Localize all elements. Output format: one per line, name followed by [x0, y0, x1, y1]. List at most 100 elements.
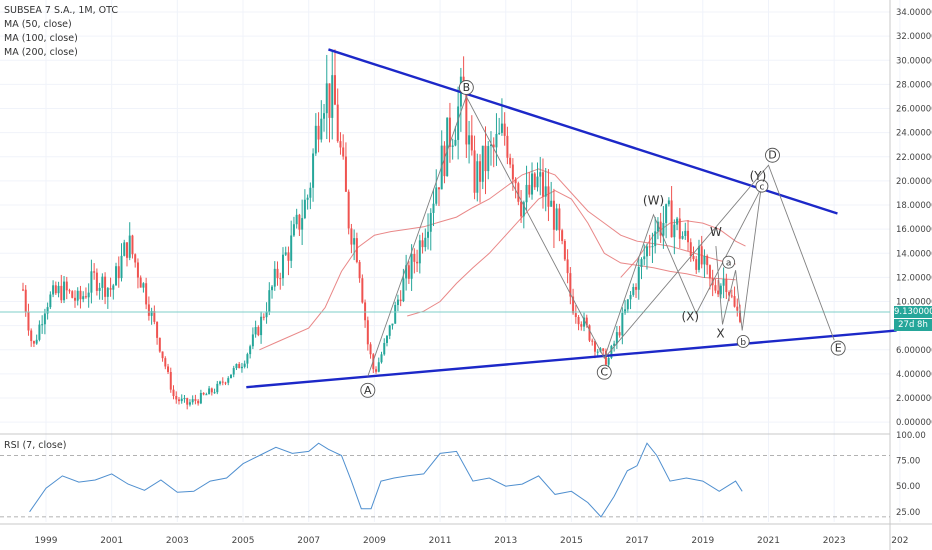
candle-body [692, 255, 695, 260]
candle-body [49, 294, 52, 308]
candle-body [643, 256, 646, 260]
candle-body [739, 310, 742, 322]
candle-body [213, 392, 216, 394]
candle-body [202, 392, 205, 395]
candle-body [76, 290, 79, 301]
candle-body [509, 157, 512, 165]
wave-path [367, 95, 835, 377]
candle-body [21, 289, 24, 291]
candle-body [432, 203, 435, 213]
candlesticks [21, 49, 742, 410]
candle-body [410, 253, 413, 279]
candle-body [339, 141, 342, 148]
countdown-badge: 27d 8h [894, 319, 932, 332]
candle-body [54, 285, 57, 294]
wave-circle [830, 340, 846, 356]
candle-body [117, 266, 120, 279]
wave-label: X [716, 326, 724, 340]
candle-body [416, 261, 419, 264]
candle-body [295, 214, 298, 225]
candle-body [328, 83, 331, 118]
candle-body [473, 150, 476, 193]
candle-body [736, 306, 739, 311]
candle-body [186, 398, 189, 405]
candle-body [421, 240, 424, 248]
candle-body [167, 366, 170, 372]
candle-body [443, 145, 446, 177]
candle-body [506, 135, 509, 158]
candle-body [161, 351, 164, 359]
candle-body [667, 200, 670, 205]
candle-body [292, 224, 295, 236]
candle-body [227, 378, 230, 383]
candle-body [626, 299, 629, 310]
rsi-label[interactable]: RSI (7, close) [4, 440, 67, 451]
candle-body [41, 324, 44, 326]
candle-body [172, 389, 175, 397]
ma-100-label[interactable]: MA (100, close) [4, 33, 78, 44]
candle-body [32, 341, 35, 344]
candle-body [208, 388, 211, 395]
candle-body [399, 299, 402, 302]
candle-body [520, 201, 523, 217]
candle-body [156, 321, 159, 338]
candle-body [544, 186, 547, 197]
candle-body [71, 291, 74, 298]
wave-circle [458, 80, 474, 95]
symbol-title[interactable]: SUBSEA 7 S.A., 1M, OTC [4, 5, 119, 16]
candle-body [394, 305, 397, 324]
candle-body [369, 344, 372, 355]
ma-line [620, 220, 746, 278]
ma-50-label[interactable]: MA (50, close) [4, 19, 72, 30]
candle-body [479, 161, 482, 182]
candle-body [123, 242, 126, 256]
wave-label: a [726, 259, 732, 269]
candle-body [281, 254, 284, 279]
candle-body [323, 113, 326, 119]
candle-body [645, 246, 648, 257]
candle-body [717, 290, 720, 295]
candle-body [375, 369, 378, 372]
candle-body [73, 297, 76, 301]
candle-body [437, 187, 440, 190]
candle-body [273, 268, 276, 287]
wave-circle [360, 382, 376, 398]
candle-body [484, 145, 487, 172]
candle-body [125, 242, 128, 258]
candle-body [380, 354, 383, 363]
candle-body [216, 383, 219, 393]
time-tick-label: 2013 [494, 536, 517, 546]
candle-body [730, 295, 733, 297]
candle-body [714, 285, 717, 291]
candle-body [555, 208, 558, 230]
candle-body [583, 317, 586, 327]
candle-body [30, 330, 33, 342]
candle-body [662, 223, 665, 236]
rsi-tick-label: 50.00 [896, 482, 920, 492]
trendlines [246, 48, 897, 389]
ma-200-label[interactable]: MA (200, close) [4, 47, 78, 58]
time-tick-label: 2019 [691, 536, 714, 546]
candle-body [558, 208, 561, 231]
candle-body [314, 125, 317, 154]
candle-body [580, 324, 583, 327]
candle-body [353, 238, 356, 245]
candle-body [722, 279, 725, 286]
candle-body [385, 335, 388, 343]
candle-body [82, 296, 85, 300]
candle-body [468, 135, 471, 145]
candle-body [240, 366, 243, 369]
time-axis: 1999 2001 2003 2005 2007 2009 2011 2013 2015 2017… [35, 536, 909, 546]
candle-body [134, 254, 137, 263]
candle-body [700, 246, 703, 265]
candle-body [613, 343, 616, 346]
candle-body [104, 276, 107, 297]
candle-body [487, 146, 490, 172]
